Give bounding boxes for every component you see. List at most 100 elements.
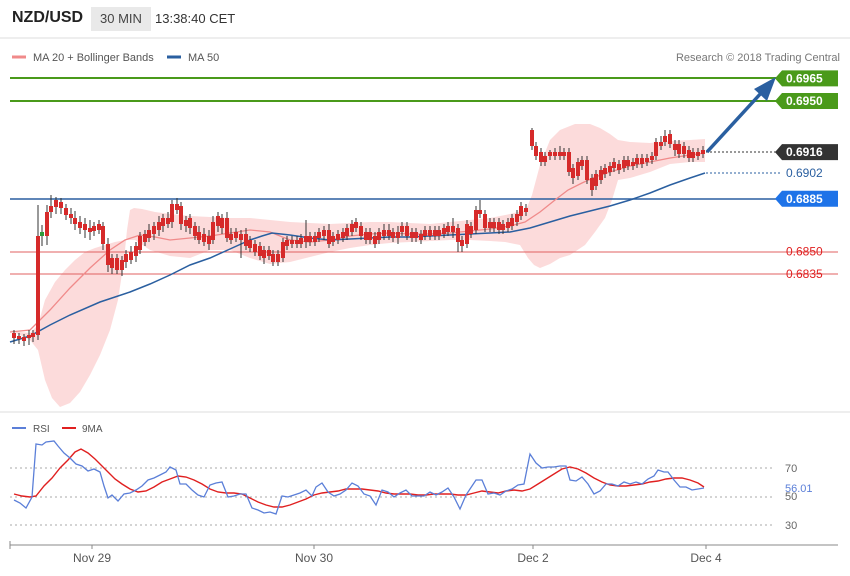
x-label-dec4: Dec 4 <box>690 551 722 565</box>
level-label-0.6850: 0.6850 <box>786 244 823 258</box>
candle <box>359 222 363 240</box>
candle <box>567 148 571 176</box>
candle <box>599 166 603 184</box>
candle <box>446 222 450 236</box>
candle <box>92 222 96 236</box>
candle <box>469 222 473 238</box>
candlestick-series <box>12 128 705 346</box>
candle <box>184 216 188 232</box>
candle <box>451 218 455 238</box>
candle <box>54 197 58 214</box>
candle <box>197 226 201 244</box>
level-label-0.6902: 0.6902 <box>786 166 823 180</box>
candle <box>157 216 161 236</box>
candle <box>460 236 464 252</box>
candle <box>59 198 63 214</box>
rsi-line <box>13 440 705 515</box>
candle <box>465 220 469 248</box>
candle <box>585 156 589 184</box>
candle <box>327 224 331 248</box>
candle <box>207 230 211 250</box>
candle <box>414 228 418 242</box>
candle <box>558 146 562 160</box>
candle <box>668 130 672 148</box>
instrument-title: NZD/USD <box>12 9 84 26</box>
candle <box>687 146 691 162</box>
candle <box>120 256 124 276</box>
candle <box>548 150 552 160</box>
candle <box>442 224 446 238</box>
candle <box>129 246 133 264</box>
candle <box>299 234 303 248</box>
candle <box>40 225 44 246</box>
candle <box>49 195 53 218</box>
candle <box>571 164 575 184</box>
candle <box>152 222 156 240</box>
timeframe-badge[interactable]: 30 MIN <box>91 7 151 31</box>
candle <box>253 240 257 256</box>
candle <box>281 238 285 262</box>
candle <box>659 136 663 150</box>
rsi-tick-70: 70 <box>785 463 797 475</box>
candle <box>345 224 349 240</box>
chart-header: NZD/USD 30 MIN 13:38:40 CET <box>0 0 850 38</box>
candle <box>650 152 654 164</box>
candle <box>576 158 580 180</box>
bollinger-band <box>10 124 705 407</box>
candle <box>534 142 538 160</box>
candle <box>645 154 649 166</box>
candle <box>78 216 82 234</box>
level-label-0.6916: 0.6916 <box>775 144 838 161</box>
candle <box>276 250 280 266</box>
candle <box>239 230 243 258</box>
candle <box>304 220 308 248</box>
candle <box>673 140 677 156</box>
candle <box>562 148 566 160</box>
level-label-0.6950: 0.6950 <box>775 93 838 109</box>
candle <box>262 246 266 264</box>
candle <box>635 154 639 168</box>
candle <box>519 202 523 220</box>
candle <box>317 228 321 242</box>
candle <box>696 148 700 160</box>
rsi-legend-label: RSI <box>33 424 50 435</box>
candle <box>631 158 635 170</box>
candle <box>524 204 528 216</box>
candle <box>193 222 197 240</box>
candle <box>368 228 372 244</box>
candle <box>691 148 695 162</box>
candle <box>161 214 165 232</box>
candle <box>492 218 496 232</box>
candle <box>244 228 248 250</box>
candle <box>27 330 31 345</box>
candle <box>73 211 77 230</box>
ma20-legend-label: MA 20 + Bollinger Bands <box>33 52 154 64</box>
candle <box>608 162 612 176</box>
candle <box>428 226 432 240</box>
svg-text:0.6885: 0.6885 <box>786 192 823 206</box>
candle <box>313 232 317 246</box>
candle <box>202 228 206 246</box>
candle <box>331 232 335 246</box>
candle <box>69 208 73 224</box>
credit-text: Research © 2018 Trading Central <box>676 52 840 64</box>
candle <box>234 228 238 242</box>
projection-arrowhead <box>754 77 776 101</box>
level-label-0.6965: 0.6965 <box>775 70 838 87</box>
x-label-dec2: Dec 2 <box>517 551 549 565</box>
candle <box>539 148 543 166</box>
ma50-line <box>9 172 706 343</box>
candle <box>377 228 381 244</box>
chart-time: 13:38:40 CET <box>155 11 236 26</box>
candle <box>267 246 271 260</box>
candle <box>258 242 262 260</box>
candle <box>382 224 386 240</box>
candle <box>295 236 299 248</box>
candle <box>308 232 312 246</box>
candle <box>322 226 326 240</box>
candle <box>88 220 92 240</box>
candle <box>106 238 110 272</box>
candle <box>617 160 621 174</box>
candle <box>124 250 128 268</box>
level-label-0.6885: 0.6885 <box>775 190 838 207</box>
